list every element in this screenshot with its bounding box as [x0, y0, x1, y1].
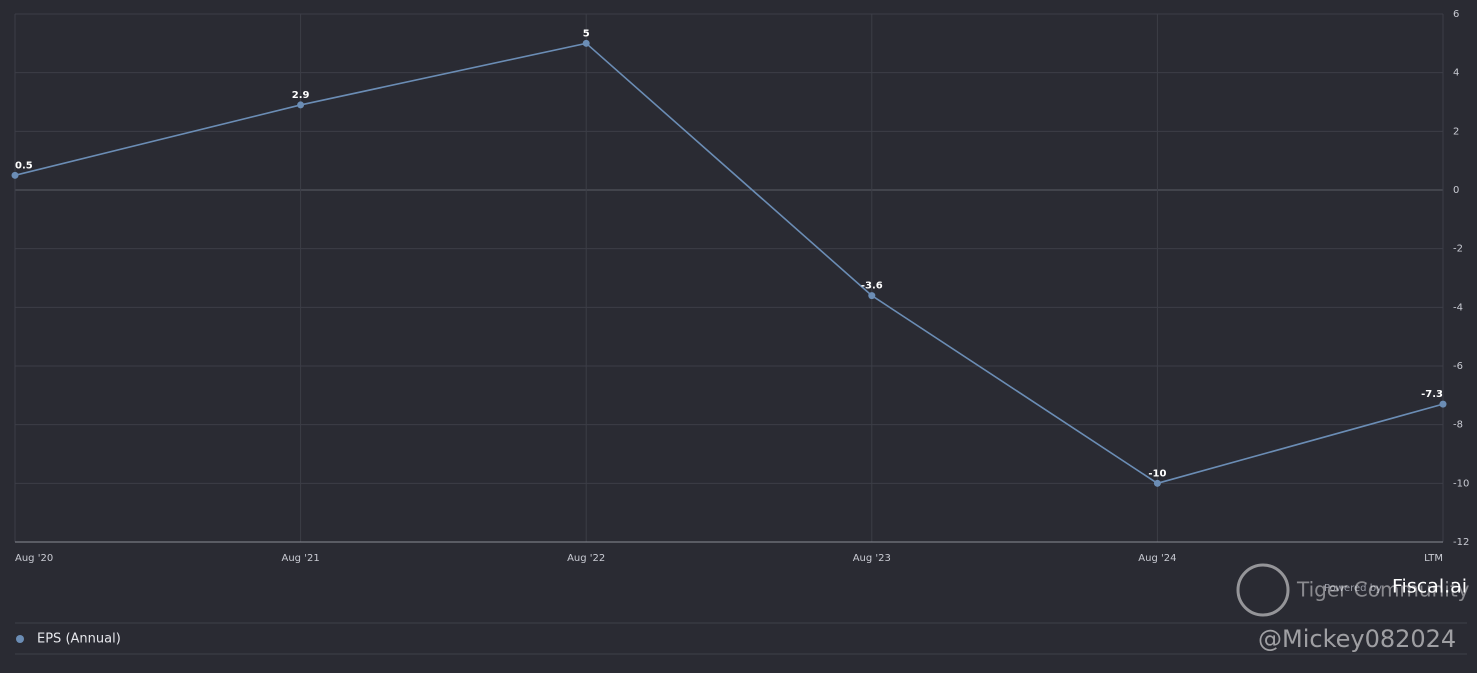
y-tick-label: -2	[1453, 244, 1463, 255]
y-tick-label: 2	[1453, 126, 1459, 137]
data-label: -10	[1148, 468, 1166, 479]
x-tick-label: Aug '24	[1138, 553, 1176, 564]
data-point	[1153, 479, 1161, 487]
y-tick-label: 4	[1453, 68, 1459, 79]
data-point	[582, 39, 590, 47]
y-tick-label: -12	[1453, 537, 1469, 548]
y-tick-label: -10	[1453, 478, 1469, 489]
legend-marker	[16, 635, 24, 643]
data-label: 5	[583, 28, 590, 39]
x-tick-label: Aug '20	[15, 553, 53, 564]
y-tick-label: 6	[1453, 9, 1459, 20]
credit-brand: Fiscal.ai	[1392, 576, 1467, 598]
watermark-logo	[1236, 563, 1290, 617]
x-tick-label: Aug '22	[567, 553, 605, 564]
data-point	[297, 101, 305, 109]
data-label: -7.3	[1421, 389, 1443, 400]
data-label: -3.6	[861, 281, 883, 292]
data-point	[1439, 400, 1447, 408]
watermark-user: @Mickey082024	[1258, 625, 1456, 653]
y-tick-label: -6	[1453, 361, 1463, 372]
x-tick-label: Aug '23	[853, 553, 891, 564]
x-tick-label: Aug '21	[282, 553, 320, 564]
data-point	[11, 171, 19, 179]
data-label: 0.5	[15, 160, 33, 171]
y-tick-label: -4	[1453, 302, 1463, 313]
legend-label: EPS (Annual)	[37, 632, 121, 647]
series-line	[14, 42, 1444, 485]
x-tick-label: LTM	[1424, 553, 1443, 564]
data-point	[868, 292, 876, 300]
data-label: 2.9	[292, 90, 310, 101]
credit-prefix: Powered by	[1324, 583, 1382, 594]
y-tick-label: 0	[1453, 185, 1459, 196]
y-tick-label: -8	[1453, 420, 1463, 431]
watermark-community: Tiger Community	[1296, 578, 1470, 602]
